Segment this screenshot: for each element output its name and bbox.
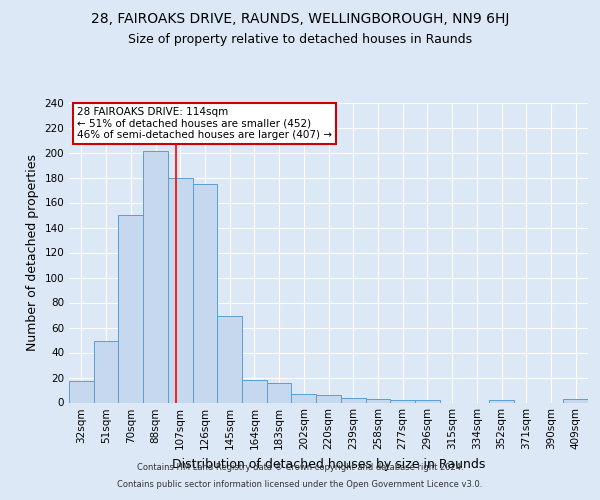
Bar	[94, 341, 118, 402]
Bar	[267, 382, 292, 402]
X-axis label: Distribution of detached houses by size in Raunds: Distribution of detached houses by size …	[172, 458, 485, 471]
Bar	[415, 400, 440, 402]
Bar	[193, 184, 217, 402]
Bar	[292, 394, 316, 402]
Y-axis label: Number of detached properties: Number of detached properties	[26, 154, 39, 351]
Text: Contains HM Land Registry data ® Crown copyright and database right 2024.: Contains HM Land Registry data ® Crown c…	[137, 464, 463, 472]
Bar	[341, 398, 365, 402]
Text: 28 FAIROAKS DRIVE: 114sqm
← 51% of detached houses are smaller (452)
46% of semi: 28 FAIROAKS DRIVE: 114sqm ← 51% of detac…	[77, 107, 332, 140]
Bar	[390, 400, 415, 402]
Bar	[365, 399, 390, 402]
Text: Contains public sector information licensed under the Open Government Licence v3: Contains public sector information licen…	[118, 480, 482, 489]
Bar	[563, 399, 588, 402]
Text: Size of property relative to detached houses in Raunds: Size of property relative to detached ho…	[128, 32, 472, 46]
Bar	[168, 178, 193, 402]
Text: 28, FAIROAKS DRIVE, RAUNDS, WELLINGBOROUGH, NN9 6HJ: 28, FAIROAKS DRIVE, RAUNDS, WELLINGBOROU…	[91, 12, 509, 26]
Bar	[217, 316, 242, 402]
Bar	[69, 381, 94, 402]
Bar	[316, 395, 341, 402]
Bar	[242, 380, 267, 402]
Bar	[489, 400, 514, 402]
Bar	[143, 152, 168, 402]
Bar	[118, 215, 143, 402]
